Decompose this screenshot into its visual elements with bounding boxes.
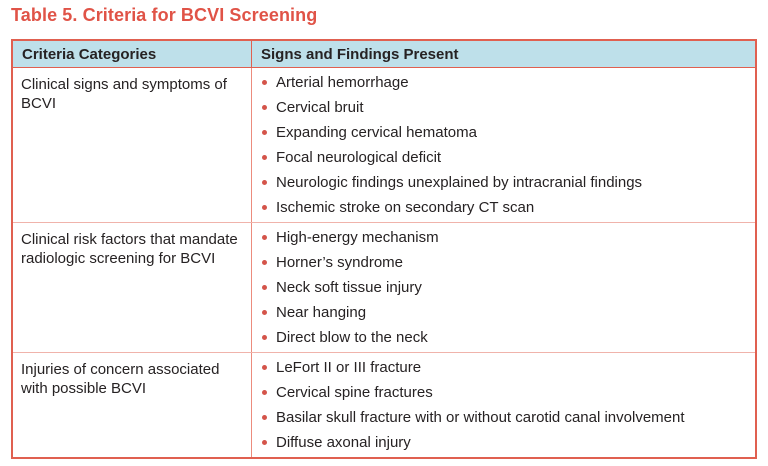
table-row: Clinical risk factors that mandate radio… (13, 223, 755, 353)
category-cell: Clinical signs and symptoms of BCVI (13, 68, 252, 222)
finding-item: Direct blow to the neck (262, 325, 749, 350)
bullet-icon (262, 285, 267, 290)
finding-item: Near hanging (262, 300, 749, 325)
bullet-icon (262, 390, 267, 395)
bullet-icon (262, 335, 267, 340)
finding-text: Cervical spine fractures (276, 384, 433, 401)
finding-item: Diffuse axonal injury (262, 430, 749, 455)
finding-text: Neurologic findings unexplained by intra… (276, 174, 643, 191)
table-body: Clinical signs and symptoms of BCVI Arte… (13, 68, 755, 457)
bcvi-screening-table: Criteria Categories Signs and Findings P… (11, 39, 757, 459)
bullet-icon (262, 80, 267, 85)
finding-item: Focal neurological deficit (262, 145, 749, 170)
table-row: Clinical signs and symptoms of BCVI Arte… (13, 68, 755, 223)
bullet-icon (262, 310, 267, 315)
finding-text: Basilar skull fracture with or without c… (276, 409, 685, 426)
findings-cell: High-energy mechanism Horner’s syndrome Ne… (252, 223, 755, 352)
finding-text: Direct blow to the neck (276, 329, 428, 346)
finding-text: Neck soft tissue injury (276, 279, 422, 296)
finding-text: Arterial hemorrhage (276, 74, 409, 91)
finding-text: Diffuse axonal injury (276, 434, 411, 451)
finding-item: Basilar skull fracture with or without c… (262, 405, 749, 430)
bullet-icon (262, 235, 267, 240)
bullet-icon (262, 440, 267, 445)
finding-text: Horner’s syndrome (276, 254, 403, 271)
bullet-icon (262, 260, 267, 265)
table-header-row: Criteria Categories Signs and Findings P… (13, 41, 755, 68)
finding-text: Focal neurological deficit (276, 149, 442, 166)
finding-text: Near hanging (276, 304, 367, 321)
table-row: Injuries of concern associated with poss… (13, 353, 755, 457)
findings-list: LeFort II or III fracture Cervical spine … (252, 353, 755, 457)
bullet-icon (262, 180, 267, 185)
finding-text: Ischemic stroke on secondary CT scan (276, 199, 535, 216)
findings-list: Arterial hemorrhage Cervical bruit Expandi… (252, 68, 755, 222)
finding-item: Cervical bruit (262, 95, 749, 120)
finding-text: Expanding cervical hematoma (276, 124, 477, 141)
findings-cell: LeFort II or III fracture Cervical spine … (252, 353, 755, 457)
finding-item: Neck soft tissue injury (262, 275, 749, 300)
finding-item: Expanding cervical hematoma (262, 120, 749, 145)
column-header-criteria-categories: Criteria Categories (13, 41, 252, 67)
category-text: Injuries of concern associated with poss… (21, 361, 220, 397)
bullet-icon (262, 415, 267, 420)
finding-item: LeFort II or III fracture (262, 355, 749, 380)
finding-item: Cervical spine fractures (262, 380, 749, 405)
category-cell: Injuries of concern associated with poss… (13, 353, 252, 457)
category-cell: Clinical risk factors that mandate radio… (13, 223, 252, 352)
findings-cell: Arterial hemorrhage Cervical bruit Expandi… (252, 68, 755, 222)
table-title: Table 5. Criteria for BCVI Screening (11, 5, 318, 25)
finding-item: Ischemic stroke on secondary CT scan (262, 195, 749, 220)
finding-text: Cervical bruit (276, 99, 364, 116)
finding-text: High-energy mechanism (276, 229, 439, 246)
bullet-icon (262, 205, 267, 210)
finding-item: Neurologic findings unexplained by intra… (262, 170, 749, 195)
bullet-icon (262, 105, 267, 110)
bullet-icon (262, 365, 267, 370)
finding-item: High-energy mechanism (262, 225, 749, 250)
finding-item: Horner’s syndrome (262, 250, 749, 275)
findings-list: High-energy mechanism Horner’s syndrome Ne… (252, 223, 755, 352)
category-text: Clinical signs and symptoms of BCVI (21, 76, 227, 112)
finding-text: LeFort II or III fracture (276, 359, 422, 376)
category-text: Clinical risk factors that mandate radio… (21, 231, 238, 267)
column-header-signs-findings: Signs and Findings Present (261, 46, 459, 63)
bullet-icon (262, 155, 267, 160)
bullet-icon (262, 130, 267, 135)
finding-item: Arterial hemorrhage (262, 70, 749, 95)
